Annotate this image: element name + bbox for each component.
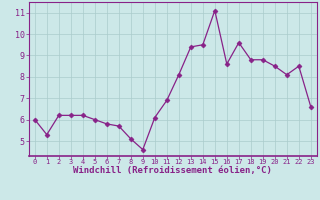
X-axis label: Windchill (Refroidissement éolien,°C): Windchill (Refroidissement éolien,°C) xyxy=(73,166,272,175)
